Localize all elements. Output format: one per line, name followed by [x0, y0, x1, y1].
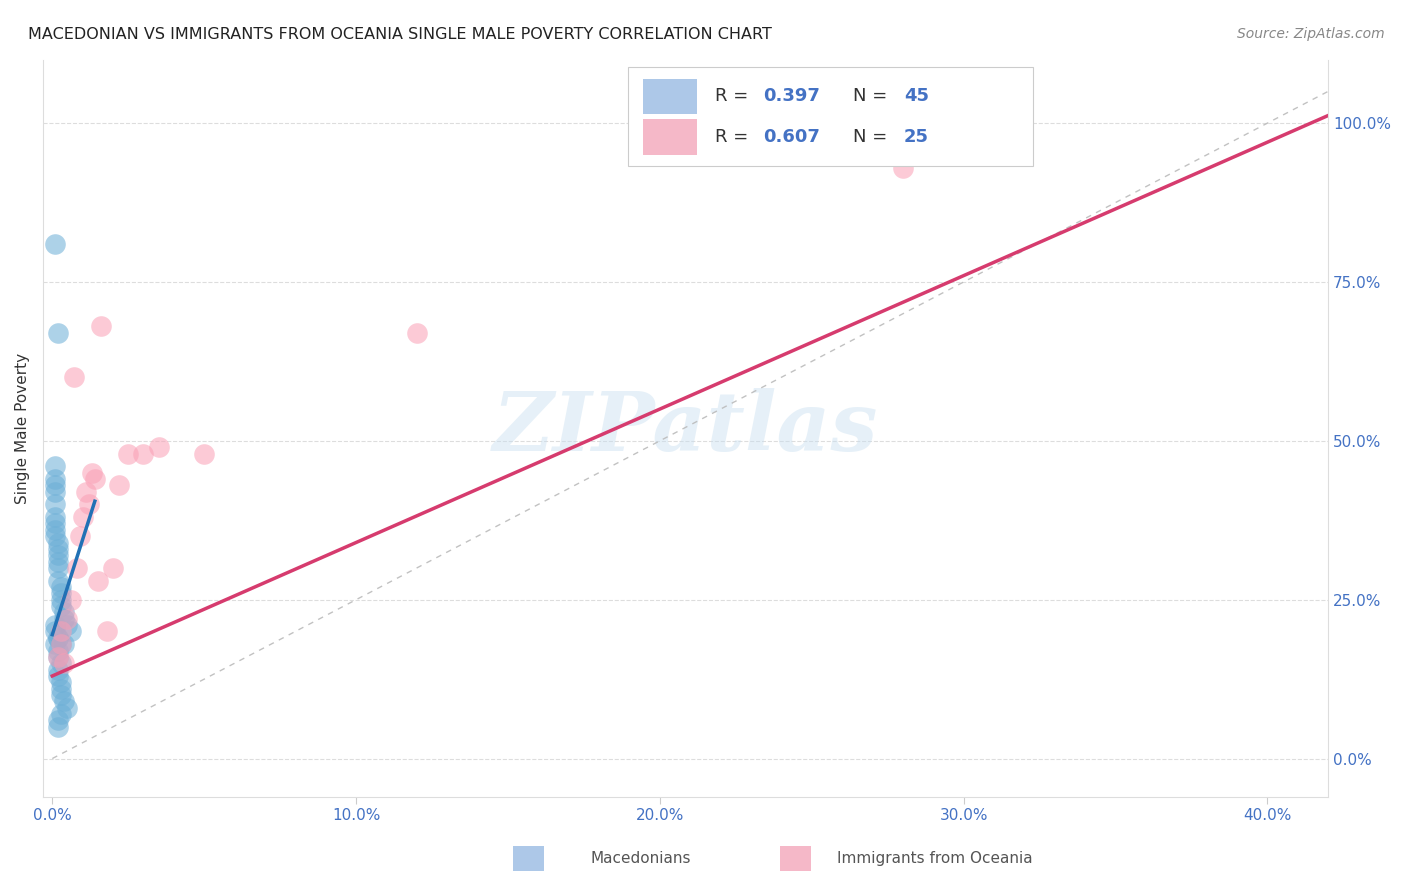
- Point: [48, 669, 70, 683]
- Point: [48, 548, 70, 562]
- Point: [44, 497, 66, 511]
- Point: [44, 624, 66, 639]
- Point: [59, 592, 82, 607]
- FancyBboxPatch shape: [644, 120, 697, 154]
- Point: [48, 535, 70, 549]
- Point: [48, 714, 70, 728]
- Text: R =: R =: [716, 128, 754, 146]
- Point: [62, 370, 84, 384]
- Point: [72, 510, 94, 524]
- Text: N =: N =: [852, 128, 893, 146]
- Text: N =: N =: [852, 87, 893, 105]
- Point: [51, 580, 73, 594]
- Text: Macedonians: Macedonians: [591, 851, 690, 865]
- Point: [69, 529, 91, 543]
- Point: [48, 643, 70, 657]
- Point: [44, 459, 66, 474]
- Point: [56, 700, 79, 714]
- Point: [51, 624, 73, 639]
- Point: [44, 637, 66, 651]
- Point: [44, 236, 66, 251]
- Point: [53, 606, 76, 620]
- Point: [405, 326, 427, 340]
- Text: 0.397: 0.397: [763, 87, 820, 105]
- Point: [53, 694, 76, 708]
- Point: [48, 649, 70, 664]
- Text: MACEDONIAN VS IMMIGRANTS FROM OCEANIA SINGLE MALE POVERTY CORRELATION CHART: MACEDONIAN VS IMMIGRANTS FROM OCEANIA SI…: [28, 27, 772, 42]
- Text: 25: 25: [904, 128, 929, 146]
- Point: [77, 497, 100, 511]
- Point: [193, 446, 215, 460]
- Point: [44, 510, 66, 524]
- Point: [48, 555, 70, 569]
- Point: [51, 688, 73, 702]
- Point: [83, 472, 105, 486]
- Point: [48, 663, 70, 677]
- Point: [44, 618, 66, 632]
- Point: [44, 516, 66, 531]
- Point: [48, 631, 70, 645]
- Point: [48, 631, 70, 645]
- Point: [53, 637, 76, 651]
- Point: [891, 161, 914, 175]
- Text: Source: ZipAtlas.com: Source: ZipAtlas.com: [1237, 27, 1385, 41]
- Point: [48, 561, 70, 575]
- Text: 45: 45: [904, 87, 929, 105]
- Point: [56, 612, 79, 626]
- Point: [56, 618, 79, 632]
- Point: [108, 478, 131, 492]
- Point: [48, 574, 70, 588]
- Point: [44, 478, 66, 492]
- FancyBboxPatch shape: [628, 67, 1032, 167]
- Point: [90, 319, 112, 334]
- Point: [51, 675, 73, 690]
- Point: [59, 624, 82, 639]
- Point: [44, 529, 66, 543]
- Point: [48, 541, 70, 556]
- Point: [117, 446, 139, 460]
- Point: [101, 561, 124, 575]
- Point: [53, 612, 76, 626]
- Text: Immigrants from Oceania: Immigrants from Oceania: [837, 851, 1032, 865]
- Point: [51, 586, 73, 600]
- Point: [51, 707, 73, 722]
- Text: 0.607: 0.607: [763, 128, 820, 146]
- Point: [75, 484, 97, 499]
- Point: [48, 720, 70, 734]
- Text: ZIPatlas: ZIPatlas: [494, 388, 879, 468]
- Point: [51, 681, 73, 696]
- Point: [48, 649, 70, 664]
- Point: [51, 637, 73, 651]
- Point: [65, 561, 87, 575]
- Point: [51, 637, 73, 651]
- Text: R =: R =: [716, 87, 754, 105]
- Point: [48, 326, 70, 340]
- Y-axis label: Single Male Poverty: Single Male Poverty: [15, 352, 30, 504]
- Point: [51, 599, 73, 613]
- Point: [51, 592, 73, 607]
- Point: [44, 472, 66, 486]
- Point: [51, 657, 73, 671]
- FancyBboxPatch shape: [644, 78, 697, 114]
- Point: [44, 484, 66, 499]
- Point: [132, 446, 155, 460]
- Point: [80, 466, 103, 480]
- Point: [148, 440, 170, 454]
- Point: [96, 624, 118, 639]
- Point: [44, 523, 66, 537]
- Point: [53, 657, 76, 671]
- Point: [87, 574, 110, 588]
